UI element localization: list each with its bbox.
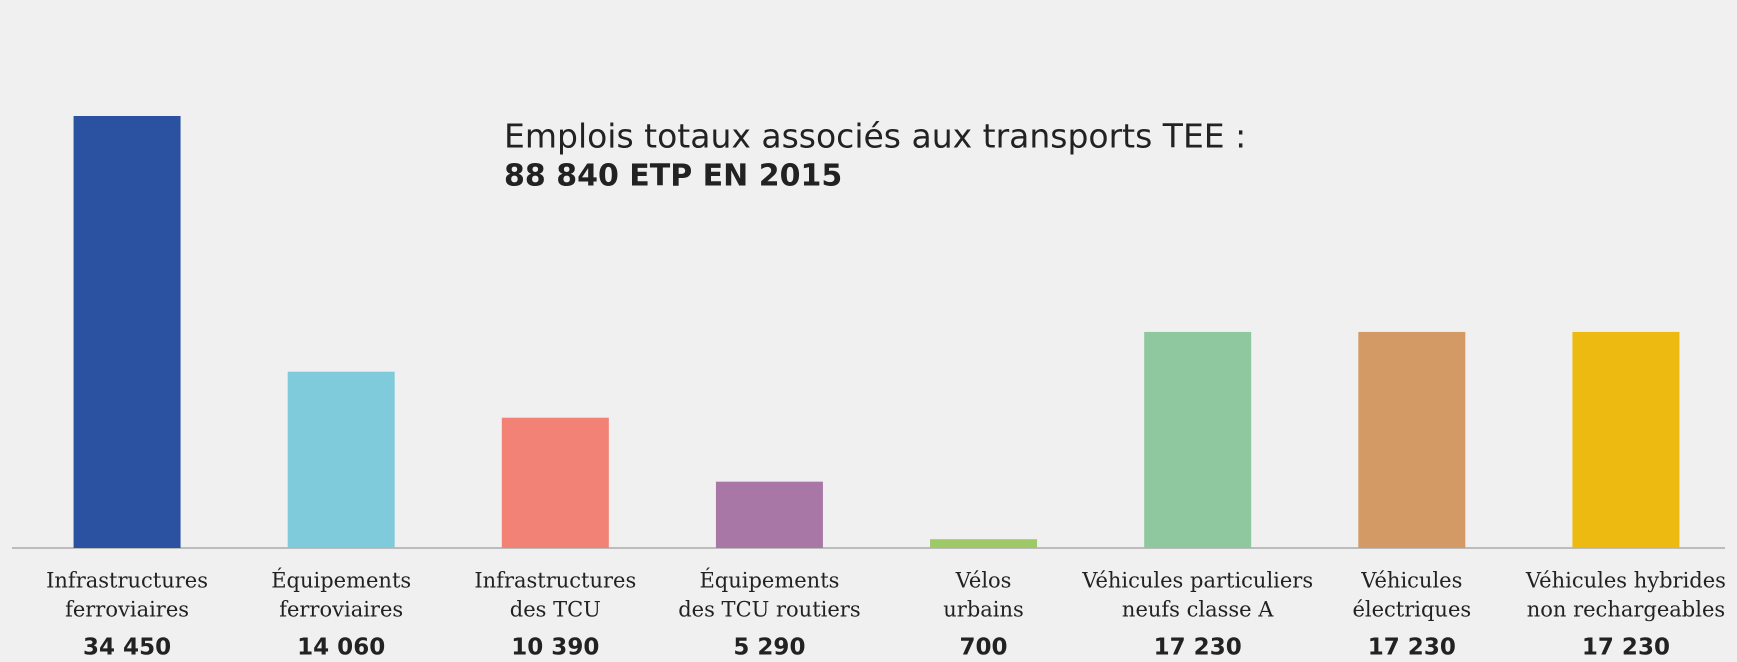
bar (1144, 331, 1252, 548)
bar (1358, 331, 1466, 548)
x-tick-label: neufs classe A (1122, 598, 1274, 622)
value-label: 10 390 (511, 635, 599, 661)
bar (1572, 331, 1680, 548)
x-tick-label: Infrastructures (474, 569, 636, 593)
x-tick-label: ferroviaires (279, 598, 403, 622)
x-tick-label: des TCU routiers (678, 598, 860, 622)
bar (501, 417, 609, 548)
value-label: 700 (960, 635, 1008, 661)
bar (287, 371, 395, 548)
value-label: 17 230 (1582, 635, 1670, 661)
chart-subtitle: 88 840 ETP EN 2015 (504, 159, 842, 194)
x-tick-label: Équipements (271, 569, 411, 593)
x-tick-label: des TCU (510, 598, 601, 622)
x-tick-label: Véhicules particuliers (1081, 569, 1313, 593)
x-tick-label: ferroviaires (65, 598, 189, 622)
x-tick-label: Équipements (699, 569, 839, 593)
x-tick-label: Véhicules (1360, 569, 1462, 593)
x-tick-label: Infrastructures (46, 569, 208, 593)
x-tick-label: non rechargeables (1527, 598, 1725, 622)
x-tick-label: Vélos (955, 569, 1012, 593)
value-label: 34 450 (83, 635, 171, 661)
bar (73, 116, 181, 548)
x-tick-label: électriques (1352, 598, 1471, 622)
chart-title: Emplois totaux associés aux transports T… (504, 117, 1246, 156)
value-label: 14 060 (297, 635, 385, 661)
value-label: 5 290 (733, 635, 805, 661)
bar (930, 539, 1038, 548)
x-tick-label: Véhicules hybrides (1525, 569, 1726, 593)
x-tick-label: urbains (943, 598, 1024, 622)
bar (715, 481, 823, 548)
value-label: 17 230 (1368, 635, 1456, 661)
value-label: 17 230 (1154, 635, 1242, 661)
